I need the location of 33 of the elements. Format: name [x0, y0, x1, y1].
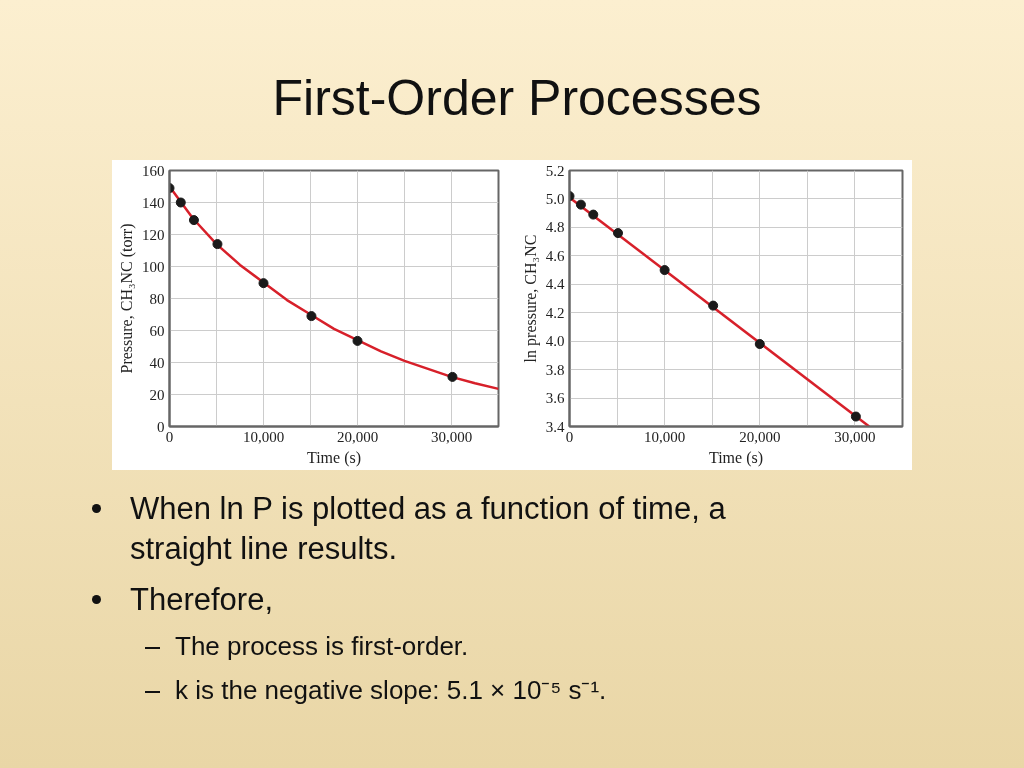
text: When ln P is plotted as a function of time, a straight line results. [130, 490, 727, 569]
y-axis-title: Pressure, CH₃NC (torr) [118, 223, 136, 374]
y-tick-label: 4.0 [545, 333, 565, 350]
y-tick-label: 120 [142, 226, 165, 243]
x-axis-title: Time (s) [708, 448, 764, 467]
chart-title: First-Order Processes [272, 69, 762, 128]
y-tick-label: 4.2 [545, 304, 565, 321]
x-tick-label: 30,000 [834, 428, 876, 445]
y-axis-title: ln pressure, CH₃NC [521, 234, 540, 363]
y-tick-label: 3.8 [545, 361, 565, 378]
x-tick-label: 10,000 [242, 428, 285, 445]
text: The process is first-order. [175, 629, 470, 663]
x-tick-label: 20,000 [336, 428, 379, 445]
y-tick-label: 20 [149, 386, 165, 403]
y-tick-label: 3.6 [545, 390, 565, 407]
y-tick-label: 140 [142, 194, 165, 211]
y-tick-label: 80 [149, 290, 165, 307]
y-tick-label: 40 [149, 354, 165, 371]
text: Therefore, [130, 580, 274, 619]
y-tick-label: 100 [142, 258, 165, 275]
y-tick-label: 4.6 [545, 247, 565, 264]
y-tick-label: 5.2 [545, 162, 565, 179]
x-tick-label: 10,000 [644, 428, 686, 445]
x-tick-label: 20,000 [739, 428, 781, 445]
y-tick-label: 5.0 [545, 190, 565, 207]
y-tick-label: 4.4 [545, 276, 565, 293]
y-tick-label: 160 [142, 162, 165, 179]
x-axis-title: Time (s) [306, 448, 362, 467]
y-tick-label: 4.8 [545, 219, 565, 236]
text: k is the negative slope: 5.1 × 10⁻⁵ s⁻¹. [175, 673, 608, 707]
x-tick-label: 30,000 [430, 428, 473, 445]
y-tick-label: 60 [149, 322, 165, 339]
y-tick-label: 3.4 [545, 418, 565, 435]
